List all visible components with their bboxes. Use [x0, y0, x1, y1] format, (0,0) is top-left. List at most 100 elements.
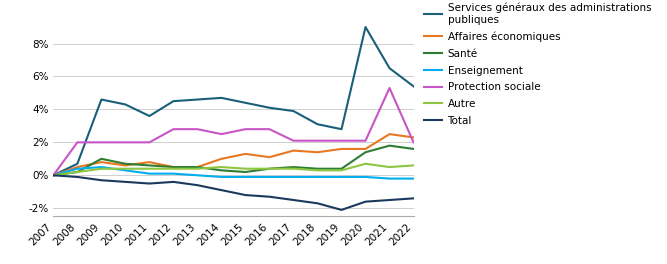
Autre: [338, 169, 346, 172]
Santé: [410, 147, 418, 150]
Total: [169, 180, 177, 183]
Services généraux des administrations
publiques: [73, 162, 81, 165]
Services généraux des administrations
publiques: [313, 123, 321, 126]
Affaires économiques: [193, 166, 201, 169]
Line: Santé: Santé: [53, 146, 414, 175]
Autre: [73, 171, 81, 174]
Autre: [265, 167, 273, 170]
Line: Enseignement: Enseignement: [53, 167, 414, 178]
Line: Protection sociale: Protection sociale: [53, 88, 414, 175]
Autre: [145, 167, 153, 170]
Services généraux des administrations
publiques: [265, 106, 273, 109]
Total: [313, 202, 321, 205]
Protection sociale: [313, 139, 321, 142]
Total: [362, 200, 370, 203]
Protection sociale: [338, 139, 346, 142]
Enseignement: [145, 172, 153, 175]
Affaires économiques: [73, 166, 81, 169]
Protection sociale: [97, 141, 105, 144]
Line: Total: Total: [53, 175, 414, 210]
Services généraux des administrations
publiques: [97, 98, 105, 101]
Autre: [289, 167, 297, 170]
Services généraux des administrations
publiques: [241, 101, 249, 104]
Affaires économiques: [121, 164, 129, 167]
Protection sociale: [73, 141, 81, 144]
Autre: [241, 167, 249, 170]
Legend: Services généraux des administrations
publiques, Affaires économiques, Santé, En: Services généraux des administrations pu…: [424, 3, 651, 126]
Enseignement: [169, 172, 177, 175]
Santé: [49, 174, 57, 177]
Autre: [49, 174, 57, 177]
Protection sociale: [121, 141, 129, 144]
Santé: [265, 167, 273, 170]
Autre: [193, 167, 201, 170]
Santé: [121, 162, 129, 165]
Enseignement: [121, 169, 129, 172]
Total: [241, 194, 249, 197]
Autre: [97, 167, 105, 170]
Santé: [241, 171, 249, 174]
Affaires économiques: [410, 136, 418, 139]
Total: [97, 179, 105, 182]
Total: [73, 175, 81, 178]
Services généraux des administrations
publiques: [169, 100, 177, 103]
Affaires économiques: [338, 147, 346, 150]
Total: [289, 199, 297, 202]
Santé: [362, 151, 370, 154]
Autre: [313, 169, 321, 172]
Santé: [289, 166, 297, 169]
Santé: [386, 144, 394, 147]
Total: [410, 197, 418, 200]
Santé: [97, 157, 105, 161]
Protection sociale: [265, 128, 273, 131]
Total: [193, 183, 201, 187]
Services généraux des administrations
publiques: [121, 103, 129, 106]
Enseignement: [193, 174, 201, 177]
Line: Services généraux des administrations
publiques: Services généraux des administrations pu…: [53, 27, 414, 175]
Enseignement: [49, 174, 57, 177]
Protection sociale: [217, 133, 225, 136]
Total: [338, 208, 346, 211]
Enseignement: [241, 175, 249, 178]
Santé: [193, 166, 201, 169]
Protection sociale: [410, 141, 418, 144]
Total: [121, 180, 129, 183]
Affaires économiques: [49, 174, 57, 177]
Protection sociale: [362, 139, 370, 142]
Services généraux des administrations
publiques: [49, 174, 57, 177]
Enseignement: [386, 177, 394, 180]
Affaires économiques: [386, 133, 394, 136]
Autre: [410, 164, 418, 167]
Enseignement: [289, 175, 297, 178]
Enseignement: [362, 175, 370, 178]
Affaires économiques: [97, 161, 105, 164]
Santé: [217, 169, 225, 172]
Total: [217, 188, 225, 192]
Autre: [362, 162, 370, 165]
Protection sociale: [145, 141, 153, 144]
Santé: [313, 167, 321, 170]
Santé: [73, 171, 81, 174]
Services généraux des administrations
publiques: [362, 25, 370, 29]
Affaires économiques: [313, 151, 321, 154]
Protection sociale: [289, 139, 297, 142]
Enseignement: [410, 177, 418, 180]
Total: [49, 174, 57, 177]
Services généraux des administrations
publiques: [289, 110, 297, 113]
Services généraux des administrations
publiques: [145, 114, 153, 117]
Protection sociale: [49, 174, 57, 177]
Line: Autre: Autre: [53, 164, 414, 175]
Services généraux des administrations
publiques: [386, 67, 394, 70]
Protection sociale: [386, 86, 394, 89]
Autre: [121, 167, 129, 170]
Enseignement: [217, 175, 225, 178]
Santé: [169, 166, 177, 169]
Affaires économiques: [241, 152, 249, 155]
Autre: [169, 167, 177, 170]
Protection sociale: [169, 128, 177, 131]
Enseignement: [73, 167, 81, 170]
Enseignement: [338, 175, 346, 178]
Affaires économiques: [265, 155, 273, 159]
Santé: [338, 167, 346, 170]
Santé: [145, 164, 153, 167]
